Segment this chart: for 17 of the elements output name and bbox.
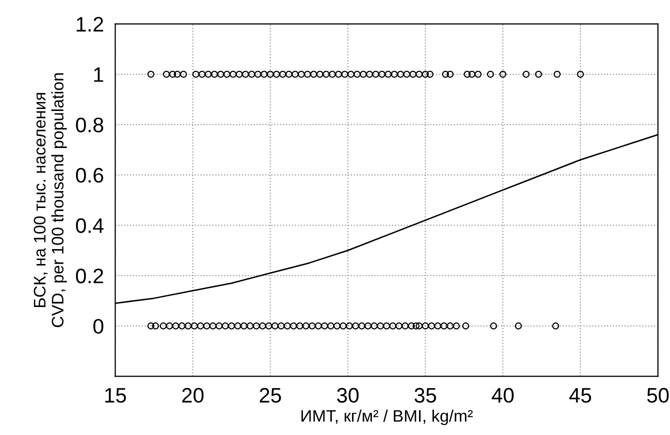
y-tick-label: 0	[93, 318, 104, 334]
y-tick-label: 0.4	[76, 218, 104, 234]
y-tick-label: 1.2	[76, 16, 104, 32]
x-tick-label: 40	[492, 388, 514, 403]
y-tick-label: 0.6	[76, 168, 104, 183]
y-tick-label: 1	[94, 67, 104, 82]
y-axis-title: БСК, на 100 тыс. населения CVD, per 100 thousand population	[34, 73, 67, 328]
x-tick-label: 30	[337, 388, 359, 403]
x-tick-label: 25	[260, 388, 282, 403]
x-tick-label: 50	[647, 388, 669, 403]
x-tick-label: 45	[569, 388, 592, 403]
y-tick-label: 0.2	[76, 268, 104, 284]
x-axis-title: ИМТ, кг/м² / BMI, kg/m²	[302, 410, 473, 426]
x-tick-label: 35	[414, 388, 436, 403]
x-tick-label: 20	[182, 388, 204, 403]
y-tick-label: 0.8	[76, 118, 104, 132]
x-tick-label: 15	[105, 388, 126, 403]
